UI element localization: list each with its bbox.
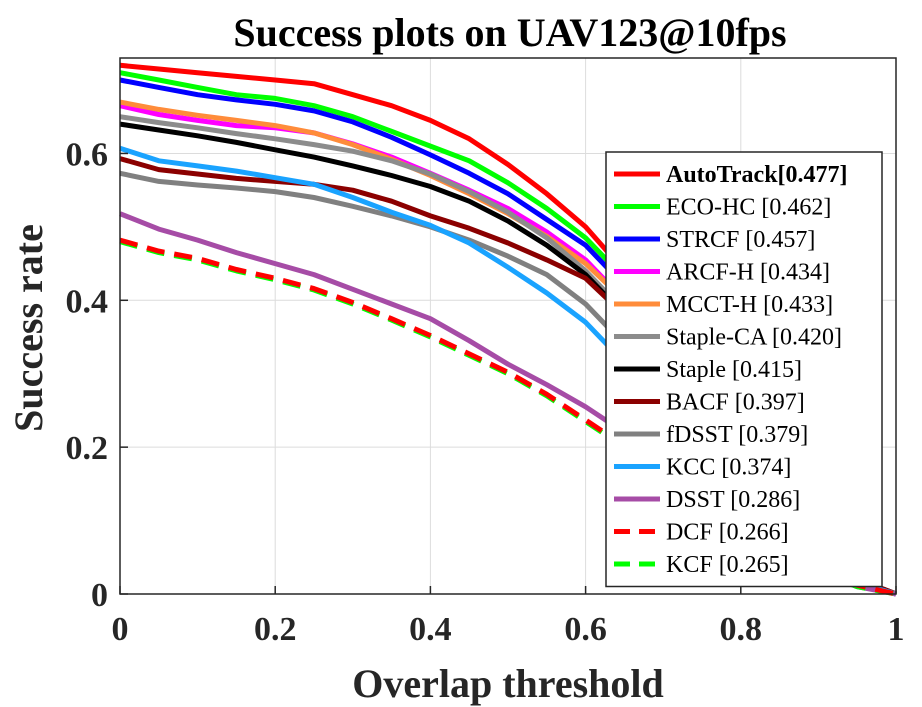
legend-label-kcc: KCC [0.374] (666, 455, 791, 481)
legend-label-dsst: DSST [0.286] (666, 487, 800, 513)
legend-label-strcf: STRCF [0.457] (666, 227, 815, 253)
x-tick-label: 0.8 (720, 611, 763, 648)
x-tick-label: 1 (888, 611, 905, 648)
legend-label-staple-ca: Staple-CA [0.420] (666, 325, 842, 351)
y-tick-label: 0.4 (66, 283, 109, 320)
y-tick-label: 0.2 (66, 430, 109, 467)
x-axis-label: Overlap threshold (352, 661, 664, 706)
x-tick-label: 0.4 (409, 611, 452, 648)
plot-frame (119, 57, 897, 595)
legend-label-autotrack: AutoTrack[0.477] (666, 162, 848, 188)
legend-label-eco-hc: ECO-HC [0.462] (666, 195, 831, 221)
legend-label-dcf: DCF [0.266] (666, 520, 789, 546)
legend-label-fdsst: fDSST [0.379] (666, 422, 808, 448)
legend-label-mcct-h: MCCT-H [0.433] (666, 292, 833, 318)
chart-title: Success plots on UAV123@10fps (233, 10, 786, 55)
x-tick-label: 0.6 (564, 611, 607, 648)
y-tick-label: 0 (91, 577, 108, 614)
legend-label-bacf: BACF [0.397] (666, 390, 805, 416)
legend-label-kcf: KCF [0.265] (666, 552, 789, 578)
y-tick-label: 0.6 (66, 136, 109, 173)
axis-ticks: 0 0.2 0.4 0.6 0.8 1 0 0.2 0.4 0.6 (66, 136, 905, 648)
y-axis-label: Success rate (6, 224, 51, 432)
x-tick-label: 0.2 (254, 611, 297, 648)
legend: AutoTrack[0.477] ECO-HC [0.462] STRCF [0.4… (605, 151, 883, 588)
x-tick-label: 0 (112, 611, 129, 648)
legend-label-staple: Staple [0.415] (666, 357, 802, 383)
legend-label-arcf-h: ARCF-H [0.434] (666, 260, 830, 286)
